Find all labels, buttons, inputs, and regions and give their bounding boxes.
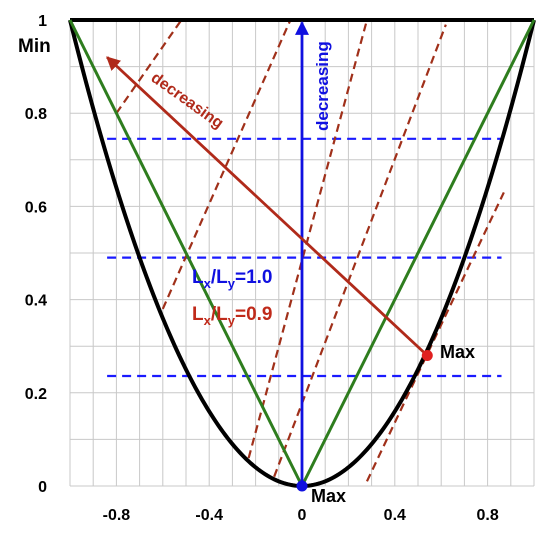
ratio-red-base: L	[192, 304, 204, 325]
ratio-red-sub2: y	[228, 313, 236, 328]
y-tick-label: 0	[38, 479, 47, 496]
ratio-red-label: Lx/Ly=0.9	[192, 304, 272, 328]
min-label: Min	[18, 36, 51, 57]
tick-labels: -0.8 -0.4 0 0.4 0.8 0 0.2 0.4 0.6 0.8 1	[25, 13, 499, 524]
ratio-blue-base: L	[192, 267, 204, 288]
ratio-blue-sub1: x	[204, 276, 212, 291]
ratio-red-sub1: x	[204, 313, 212, 328]
ratio-blue-sub2: y	[228, 276, 236, 291]
red-level-line	[115, 19, 183, 114]
ratio-blue-tail: =1.0	[235, 267, 273, 288]
ratio-red-tail: =0.9	[235, 304, 273, 325]
points	[296, 350, 433, 492]
x-tick-label: -0.8	[103, 507, 131, 524]
red-level-line	[161, 19, 292, 310]
max-label-red: Max	[440, 342, 475, 362]
red-arrow	[106, 56, 429, 357]
curve-green-left	[68, 19, 304, 487]
blue-arrow-label: decreasing	[313, 41, 332, 131]
curve-green-right	[300, 19, 536, 487]
x-tick-label: 0	[298, 507, 307, 524]
max-label-origin: Max	[311, 486, 346, 506]
point-max-blue	[296, 480, 308, 492]
red-arrow-label: decreasing	[148, 69, 227, 132]
blue-level-lines	[107, 137, 502, 378]
point-max-red	[421, 350, 433, 362]
x-tick-label: -0.4	[195, 507, 223, 524]
y-tick-label: 0.6	[25, 199, 47, 216]
ratio-blue-label: Lx/Ly=1.0	[192, 267, 272, 291]
y-tick-label: 0.4	[25, 293, 47, 310]
red-level-line	[247, 19, 369, 459]
x-tick-label: 0.8	[476, 507, 498, 524]
ratio-red-slash: /L	[211, 304, 228, 325]
y-tick-label: 1	[38, 13, 47, 30]
y-tick-label: 0.2	[25, 386, 47, 403]
arrows	[106, 20, 429, 486]
y-tick-label: 0.8	[25, 106, 47, 123]
x-tick-label: 0.4	[384, 507, 406, 524]
ratio-blue-slash: /L	[211, 267, 228, 288]
